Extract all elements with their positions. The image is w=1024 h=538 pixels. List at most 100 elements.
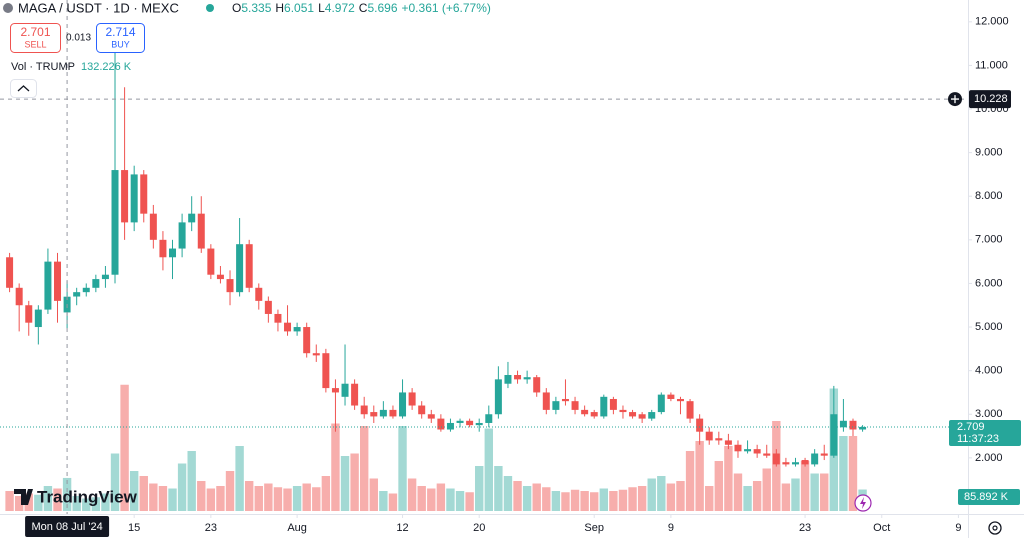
candle-body: [849, 420, 857, 430]
volume-bar: [542, 487, 551, 511]
volume-bar: [628, 487, 637, 511]
volume-bar: [743, 486, 752, 511]
volume-bar: [733, 473, 743, 511]
buy-price: 2.714: [105, 25, 135, 39]
symbol-title: MAGA / USDT · 1D · MEXC: [18, 0, 179, 15]
candle-body: [226, 279, 234, 293]
candle-body: [82, 287, 90, 293]
volume-bar: [321, 476, 331, 511]
volume-tag-label: 85.892 K: [964, 491, 1009, 503]
candle-body: [533, 377, 541, 393]
lightning-icon: [860, 497, 866, 509]
buy-button[interactable]: [96, 23, 145, 53]
volume-tag-unit: K: [1001, 491, 1009, 503]
candle-body: [676, 398, 684, 402]
volume-bar: [254, 486, 263, 511]
ohlc-value: 6.051: [284, 1, 314, 15]
volume-bar: [724, 446, 733, 511]
candle-body: [514, 375, 522, 380]
candle-body: [236, 244, 244, 293]
candle-body: [255, 287, 263, 301]
sell-button[interactable]: [10, 23, 61, 53]
candle-body: [523, 377, 531, 380]
volume-bar: [197, 481, 206, 511]
y-tick-label: 3.000: [975, 408, 1003, 420]
candle-body: [207, 248, 215, 275]
volume-legend: Vol · TRUMP 132.226 K: [11, 61, 132, 73]
price-pane: [6, 39, 867, 467]
settings-icon: [992, 525, 998, 531]
volume-bar: [647, 478, 656, 511]
candle-body: [581, 409, 589, 415]
ohlc-value: 4.972: [325, 1, 355, 15]
candle-body: [25, 305, 33, 323]
volume-bar: [436, 483, 446, 511]
volume-bar: [513, 481, 522, 511]
volume-unit: K: [124, 61, 132, 73]
x-tick-label: 15: [128, 522, 140, 534]
y-tick-label: 4.000: [975, 365, 1003, 377]
candle-body: [15, 287, 23, 306]
candle-body: [446, 422, 454, 430]
volume-bar: [752, 481, 762, 511]
volume-bar: [522, 486, 532, 511]
candle-body: [830, 414, 838, 456]
candle-body: [801, 460, 809, 465]
candle-body: [839, 420, 847, 428]
candle-body: [274, 313, 282, 323]
candle-body: [772, 453, 780, 465]
y-tick-label: 6.000: [975, 277, 1003, 289]
collapse-button[interactable]: [10, 79, 37, 98]
x-tick-label: 20: [473, 522, 485, 534]
volume-bar: [302, 483, 311, 511]
volume-bar: [5, 491, 14, 511]
settings-button[interactable]: [988, 521, 1002, 535]
volume-title: Vol · TRUMP: [11, 61, 75, 73]
volume-bar: [714, 461, 724, 511]
candle-body: [590, 412, 598, 417]
volume-bar: [791, 478, 800, 511]
x-tick-label: 23: [205, 522, 217, 534]
candle-body: [331, 388, 339, 393]
volume-bar: [657, 476, 666, 511]
ohlc-key: O: [232, 1, 241, 15]
volume-bar: [762, 468, 771, 511]
ohlc-legend: O5.335 H6.051 L4.972 C5.696 +0.361 (+6.77%): [232, 1, 491, 15]
candle-body: [418, 405, 426, 415]
candle-body: [859, 426, 867, 430]
candle-body: [629, 412, 637, 417]
volume-bar: [618, 489, 628, 511]
candle-body: [408, 392, 416, 406]
volume-bar: [34, 494, 43, 511]
volume-bar: [388, 493, 398, 511]
x-tick-label: Aug: [287, 522, 307, 534]
candle-body: [341, 383, 349, 397]
candle-body: [101, 274, 109, 280]
crosshair-date-tag: [25, 516, 110, 537]
candle-body: [149, 213, 157, 240]
volume-bar: [561, 492, 570, 511]
volume-bar: [839, 436, 848, 511]
volume-bar: [810, 473, 819, 511]
volume-bar: [666, 483, 676, 511]
candle-body: [696, 418, 704, 432]
candle-body: [638, 414, 646, 419]
candle-body: [744, 449, 752, 452]
volume-bar: [848, 436, 858, 511]
candle-body: [34, 309, 42, 328]
volume-bar: [455, 491, 465, 511]
candle-body: [571, 401, 579, 410]
symbol-icon: [3, 3, 13, 13]
ohlc-key: C: [359, 1, 368, 15]
countdown: 11:37:23: [957, 433, 999, 445]
volume-bar: [177, 463, 187, 511]
volume-bar: [551, 491, 561, 511]
candle-body: [734, 444, 742, 452]
add-alert-icon: [951, 95, 959, 104]
volume-bar: [139, 476, 148, 511]
candle-body: [73, 292, 81, 297]
candle-body: [561, 398, 569, 402]
candle-body: [264, 300, 272, 314]
